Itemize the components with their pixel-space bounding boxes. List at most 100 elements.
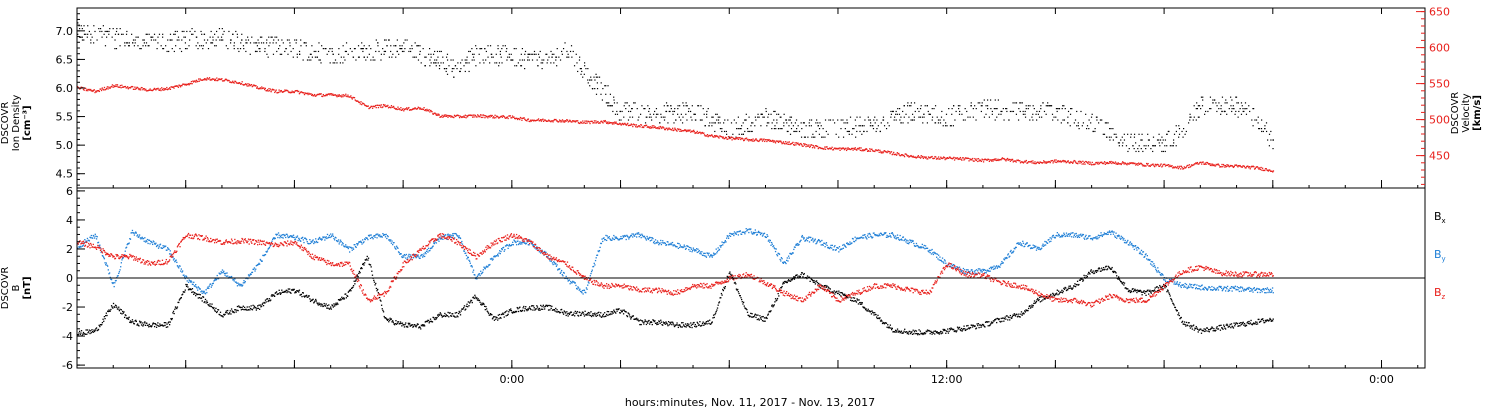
density-point (528, 59, 530, 61)
velocity-point (1230, 164, 1232, 167)
velocity-point (374, 104, 377, 107)
velocity-point (676, 130, 678, 132)
Bx-point (148, 323, 151, 326)
Bx-point (594, 314, 597, 316)
density-point (595, 93, 598, 95)
Bx-point (617, 308, 619, 310)
Bx-point (1134, 288, 1136, 291)
velocity-point (696, 130, 698, 133)
Bx-point (592, 315, 595, 317)
velocity-point (1213, 164, 1215, 166)
density-point (1069, 113, 1072, 115)
Bx-point (706, 323, 708, 325)
density-point (1015, 102, 1018, 104)
density-point (132, 42, 134, 44)
Bx-point (179, 298, 181, 300)
density-point (1159, 145, 1161, 147)
velocity-point (790, 143, 792, 145)
Bx-point (838, 293, 841, 296)
density-point (579, 56, 581, 58)
Bx-point (291, 289, 293, 291)
density-point (324, 48, 326, 50)
Bx-point (1156, 286, 1158, 288)
Bx-point (802, 276, 804, 278)
density-point (774, 110, 776, 113)
Bx-point (717, 304, 719, 306)
density-point (501, 62, 503, 64)
density-point (1070, 108, 1072, 110)
Bx-point (630, 318, 632, 320)
density-point (748, 116, 750, 118)
density-point (184, 36, 187, 38)
Bx-point (474, 294, 476, 296)
velocity-point (959, 156, 962, 159)
Bx-point (731, 274, 733, 276)
velocity-point (242, 84, 245, 86)
Bx-point (789, 280, 792, 282)
velocity-point (531, 119, 533, 121)
velocity-point (91, 89, 93, 92)
Bx-point (915, 332, 917, 335)
Bx-point (99, 324, 102, 326)
Bx-point (487, 312, 490, 314)
velocity-point (798, 144, 801, 146)
Bx-point (341, 297, 344, 300)
Bx-point (397, 321, 400, 323)
density-point (589, 85, 591, 87)
velocity-point (221, 78, 223, 80)
density-point (342, 62, 344, 64)
Bx-point (716, 307, 719, 309)
Bx-point (1189, 325, 1191, 327)
Bx-point (232, 311, 235, 313)
velocity-point (613, 123, 615, 125)
velocity-point (870, 148, 872, 151)
density-point (1245, 113, 1248, 115)
density-point (203, 39, 206, 41)
Bx-point (837, 292, 839, 294)
density-point (876, 119, 878, 121)
Bx-point (118, 309, 121, 312)
velocity-point (380, 104, 382, 106)
density-point (783, 122, 785, 124)
density-point (311, 45, 313, 47)
Bx-point (921, 333, 923, 335)
density-point (298, 50, 301, 53)
velocity-point (736, 138, 738, 140)
Bx-point (422, 324, 424, 326)
velocity-point (569, 120, 572, 122)
Bx-point (167, 326, 169, 328)
density-point (804, 136, 806, 138)
velocity-point (680, 130, 683, 132)
Bx-point (1051, 295, 1053, 297)
Bx-point (904, 328, 906, 330)
velocity-point (1073, 159, 1075, 162)
Bx-point (1076, 280, 1079, 282)
velocity-point (901, 154, 904, 156)
velocity-point (978, 160, 980, 162)
velocity-point (1143, 164, 1145, 166)
density-point (897, 108, 899, 110)
Bx-point (88, 331, 90, 333)
velocity-point (121, 84, 123, 86)
velocity-point (1040, 161, 1043, 164)
Bx-point (619, 312, 621, 314)
velocity-point (1185, 167, 1187, 169)
velocity-point (1036, 161, 1038, 164)
density-point (1073, 122, 1075, 124)
velocity-point (458, 116, 461, 119)
Bx-point (1127, 288, 1129, 290)
Bx-point (371, 270, 373, 272)
density-point (657, 113, 659, 115)
velocity-point (1232, 166, 1235, 169)
Bx-point (131, 319, 134, 321)
velocity-point (1224, 164, 1227, 167)
velocity-point (520, 117, 522, 119)
velocity-point (961, 159, 963, 161)
Bx-point (218, 313, 220, 316)
velocity-point (181, 84, 183, 87)
density-point (674, 108, 676, 110)
density-point (636, 108, 638, 110)
Bx-point (905, 331, 907, 333)
velocity-point (311, 94, 313, 97)
